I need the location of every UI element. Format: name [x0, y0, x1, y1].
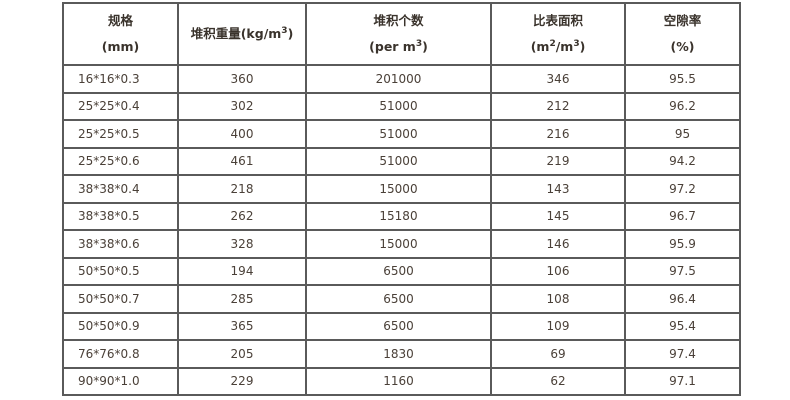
- table-row: 90*90*1.0 229 1160 62 97.1: [62, 366, 741, 396]
- cell-surface-area: 146: [490, 229, 626, 259]
- table-row: 50*50*0.5 194 6500 106 97.5: [62, 256, 741, 286]
- cell-spec: 50*50*0.7: [62, 284, 179, 314]
- cell-spec: 16*16*0.3: [62, 64, 179, 94]
- table-row: 38*38*0.6 328 15000 146 95.9: [62, 229, 741, 259]
- cell-void-ratio: 96.4: [624, 284, 741, 314]
- cell-void-ratio: 95.4: [624, 311, 741, 341]
- cell-surface-area: 108: [490, 284, 626, 314]
- cell-surface-area: 212: [490, 91, 626, 121]
- header-text: 堆积个数: [373, 13, 424, 28]
- header-text: 空隙率: [663, 13, 702, 28]
- header-row: 规格 (mm) 堆积重量(kg/m3) 堆积个数 (per m3) 比表面积 (m2/…: [62, 2, 741, 66]
- header-tail: ): [287, 26, 294, 41]
- cell-bulk-count: 15000: [305, 229, 492, 259]
- cell-bulk-weight: 205: [177, 339, 307, 369]
- header-unit: (%): [670, 39, 695, 54]
- header-text: 比表面积: [532, 13, 583, 28]
- table-row: 76*76*0.8 205 1830 69 97.4: [62, 339, 741, 369]
- cell-void-ratio: 96.7: [624, 201, 741, 231]
- cell-spec: 50*50*0.5: [62, 256, 179, 286]
- cell-void-ratio: 97.2: [624, 174, 741, 204]
- cell-surface-area: 109: [490, 311, 626, 341]
- cell-bulk-weight: 285: [177, 284, 307, 314]
- cell-bulk-weight: 328: [177, 229, 307, 259]
- cell-spec: 38*38*0.4: [62, 174, 179, 204]
- table-row: 50*50*0.9 365 6500 109 95.4: [62, 311, 741, 341]
- cell-surface-area: 145: [490, 201, 626, 231]
- header-text: 规格: [107, 13, 133, 28]
- header-sup: 3: [281, 25, 288, 36]
- header-void-ratio: 空隙率 (%): [624, 2, 741, 66]
- cell-surface-area: 219: [490, 146, 626, 176]
- cell-bulk-count: 1160: [305, 366, 492, 396]
- table-row: 25*25*0.4 302 51000 212 96.2: [62, 91, 741, 121]
- cell-void-ratio: 97.4: [624, 339, 741, 369]
- header-surface-area: 比表面积 (m2/m3): [490, 2, 626, 66]
- cell-void-ratio: 96.2: [624, 91, 741, 121]
- cell-bulk-count: 6500: [305, 256, 492, 286]
- cell-bulk-weight: 218: [177, 174, 307, 204]
- cell-spec: 38*38*0.5: [62, 201, 179, 231]
- cell-bulk-weight: 262: [177, 201, 307, 231]
- cell-bulk-count: 15180: [305, 201, 492, 231]
- cell-bulk-weight: 360: [177, 64, 307, 94]
- table-row: 38*38*0.4 218 15000 143 97.2: [62, 174, 741, 204]
- cell-spec: 25*25*0.4: [62, 91, 179, 121]
- cell-void-ratio: 97.5: [624, 256, 741, 286]
- cell-surface-area: 62: [490, 366, 626, 396]
- cell-bulk-weight: 400: [177, 119, 307, 149]
- header-bulk-count: 堆积个数 (per m3): [305, 2, 492, 66]
- cell-spec: 38*38*0.6: [62, 229, 179, 259]
- header-bulk-weight: 堆积重量(kg/m3): [177, 2, 307, 66]
- cell-spec: 50*50*0.9: [62, 311, 179, 341]
- cell-surface-area: 346: [490, 64, 626, 94]
- cell-bulk-weight: 461: [177, 146, 307, 176]
- specification-table: 规格 (mm) 堆积重量(kg/m3) 堆积个数 (per m3) 比表面积 (m2/…: [62, 2, 741, 396]
- table-row: 38*38*0.5 262 15180 145 96.7: [62, 201, 741, 231]
- table-row: 16*16*0.3 360 201000 346 95.5: [62, 64, 741, 94]
- cell-spec: 90*90*1.0: [62, 366, 179, 396]
- cell-bulk-count: 201000: [305, 64, 492, 94]
- cell-spec: 76*76*0.8: [62, 339, 179, 369]
- cell-void-ratio: 95.5: [624, 64, 741, 94]
- cell-void-ratio: 97.1: [624, 366, 741, 396]
- cell-surface-area: 216: [490, 119, 626, 149]
- cell-bulk-weight: 365: [177, 311, 307, 341]
- cell-bulk-count: 51000: [305, 119, 492, 149]
- header-sup: 3: [573, 38, 580, 49]
- header-sup: 3: [415, 38, 423, 49]
- header-unit: (per m: [369, 39, 416, 54]
- header-unit: (m: [530, 39, 550, 54]
- header-tail: ): [579, 39, 586, 54]
- cell-bulk-weight: 302: [177, 91, 307, 121]
- cell-surface-area: 106: [490, 256, 626, 286]
- cell-spec: 25*25*0.5: [62, 119, 179, 149]
- cell-bulk-count: 1830: [305, 339, 492, 369]
- table-row: 25*25*0.6 461 51000 219 94.2: [62, 146, 741, 176]
- cell-spec: 25*25*0.6: [62, 146, 179, 176]
- cell-bulk-count: 51000: [305, 91, 492, 121]
- header-unit: /m: [555, 39, 574, 54]
- header-tail: ): [422, 39, 428, 54]
- cell-void-ratio: 95: [624, 119, 741, 149]
- cell-bulk-count: 51000: [305, 146, 492, 176]
- cell-bulk-count: 15000: [305, 174, 492, 204]
- cell-void-ratio: 94.2: [624, 146, 741, 176]
- header-unit: (mm): [101, 39, 140, 54]
- cell-surface-area: 69: [490, 339, 626, 369]
- cell-bulk-weight: 194: [177, 256, 307, 286]
- header-text: 堆积重量(kg/m: [190, 26, 282, 41]
- header-spec: 规格 (mm): [62, 2, 179, 66]
- table-row: 50*50*0.7 285 6500 108 96.4: [62, 284, 741, 314]
- cell-bulk-count: 6500: [305, 284, 492, 314]
- table-row: 25*25*0.5 400 51000 216 95: [62, 119, 741, 149]
- cell-bulk-count: 6500: [305, 311, 492, 341]
- cell-bulk-weight: 229: [177, 366, 307, 396]
- cell-surface-area: 143: [490, 174, 626, 204]
- header-sup: 2: [549, 38, 556, 49]
- cell-void-ratio: 95.9: [624, 229, 741, 259]
